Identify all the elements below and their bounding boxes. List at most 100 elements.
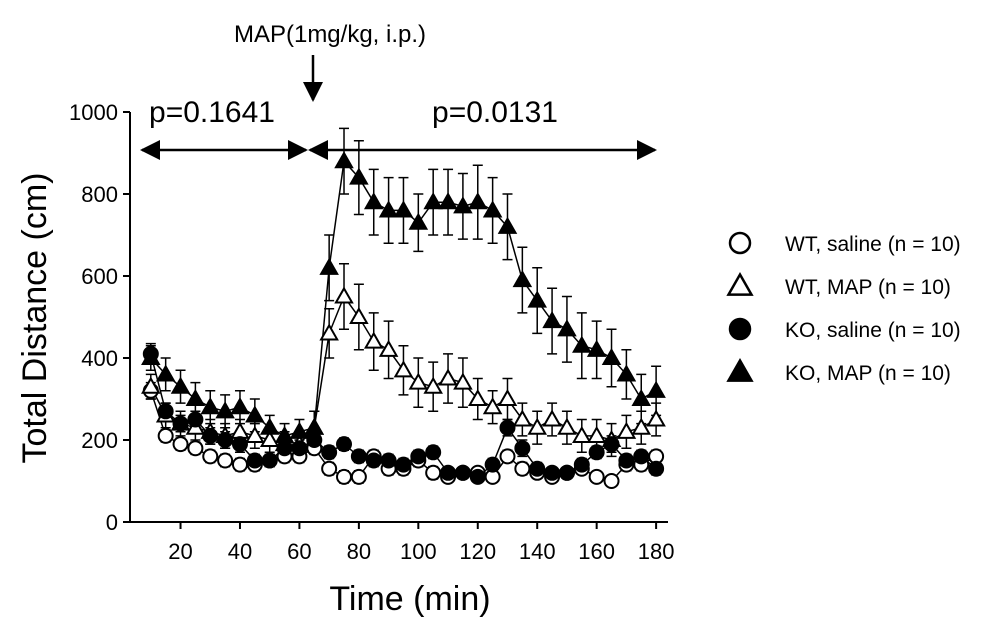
data-point: [172, 436, 189, 453]
legend-marker: [728, 317, 752, 341]
y-tick-label: 200: [81, 428, 118, 453]
data-point: [363, 331, 384, 349]
legend-label: WT, saline (n = 10): [785, 233, 961, 256]
data-point: [440, 464, 457, 481]
legend-label: KO, saline (n = 10): [785, 319, 961, 342]
legend-marker: [726, 357, 754, 382]
data-point: [586, 339, 607, 357]
data-point: [304, 417, 325, 435]
x-tick-label: 120: [459, 539, 496, 564]
data-point: [527, 290, 547, 308]
data-point: [410, 448, 427, 465]
data-point: [572, 425, 592, 443]
data-point: [423, 376, 443, 394]
data-point: [557, 319, 577, 337]
data-point: [438, 368, 458, 386]
data-point: [408, 372, 429, 390]
data-point: [155, 364, 176, 382]
data-point: [499, 419, 516, 436]
data-point: [350, 468, 367, 485]
data-point: [497, 388, 518, 407]
data-point: [217, 432, 234, 448]
data-point: [557, 417, 577, 435]
data-point: [215, 401, 235, 419]
data-point: [542, 409, 562, 427]
y-axis-title: Total Distance (cm): [16, 173, 54, 464]
data-point: [350, 448, 367, 465]
data-point: [588, 444, 605, 461]
data-point: [336, 468, 353, 485]
data-point: [245, 425, 265, 443]
legend-label: KO, MAP (n = 10): [785, 362, 951, 385]
data-point: [276, 440, 293, 457]
data-point: [423, 192, 443, 210]
legend-marker: [726, 271, 754, 296]
y-tick-label: 1000: [69, 100, 118, 125]
x-tick-label: 60: [287, 539, 311, 564]
x-tick-label: 160: [578, 539, 615, 564]
p-value: p=0.1641: [149, 96, 275, 129]
data-point: [512, 409, 533, 427]
data-point: [588, 468, 605, 485]
data-point: [425, 464, 442, 481]
data-point: [482, 200, 503, 218]
x-tick-label: 80: [347, 539, 371, 564]
data-point: [527, 417, 547, 435]
data-point: [246, 452, 263, 469]
data-point: [230, 397, 250, 415]
data-point: [334, 151, 354, 169]
data-point: [631, 417, 652, 435]
x-axis-title: Time (min): [329, 580, 490, 618]
data-point: [616, 364, 637, 382]
data-point: [365, 452, 382, 469]
data-point: [544, 464, 561, 481]
data-point: [170, 376, 191, 394]
data-point: [393, 360, 414, 378]
data-point: [321, 444, 338, 461]
data-point: [319, 323, 339, 341]
data-point: [187, 440, 204, 457]
data-point: [453, 196, 473, 214]
y-tick-label: 800: [81, 182, 118, 207]
marker-layer: [141, 151, 666, 489]
data-point: [393, 200, 414, 218]
data-point: [633, 448, 650, 465]
data-point: [141, 347, 161, 366]
data-point: [306, 432, 323, 448]
data-point: [185, 388, 206, 407]
data-point: [603, 436, 620, 453]
data-point: [454, 464, 471, 481]
p-value: p=0.0131: [432, 96, 558, 129]
legend-marker: [728, 231, 752, 255]
data-point: [469, 468, 486, 485]
data-point: [141, 376, 161, 394]
y-tick-label: 0: [106, 510, 118, 535]
data-point: [172, 415, 189, 432]
x-tick-label: 140: [519, 539, 556, 564]
data-point: [230, 421, 250, 439]
data-point: [646, 409, 666, 427]
data-point: [573, 456, 590, 473]
data-point: [514, 440, 531, 457]
data-point: [259, 429, 280, 448]
data-point: [438, 192, 458, 210]
data-point: [497, 216, 518, 234]
data-point: [291, 440, 308, 457]
injection-label: MAP(1mg/kg, i.p.): [234, 21, 426, 48]
data-point: [349, 167, 369, 185]
data-point: [245, 405, 265, 423]
data-point: [601, 347, 622, 366]
data-point: [380, 452, 397, 469]
data-point: [321, 460, 338, 477]
data-point: [217, 452, 234, 469]
data-point: [259, 417, 280, 435]
data-point: [558, 464, 575, 481]
legend-label: WT, MAP (n = 10): [785, 276, 951, 299]
data-point: [425, 444, 442, 461]
data-point: [363, 192, 384, 210]
data-point: [395, 456, 412, 473]
x-tick-label: 100: [400, 539, 437, 564]
data-point: [648, 460, 665, 477]
data-point: [618, 452, 635, 469]
data-point: [542, 311, 562, 329]
